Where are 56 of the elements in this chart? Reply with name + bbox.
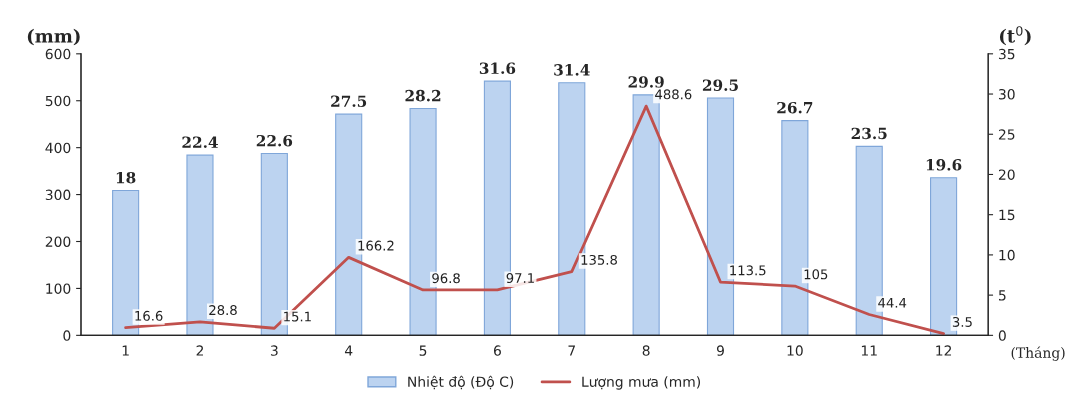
data-label: 31.4 bbox=[554, 64, 590, 76]
y-tick-label: 200 bbox=[45, 236, 71, 247]
data-label: 15.1 bbox=[284, 311, 311, 322]
data-label: 29.9 bbox=[628, 76, 664, 88]
data-label: 3.5 bbox=[952, 316, 972, 327]
y2-tick-label: 0 bbox=[998, 330, 1006, 341]
x-tick-label: 4 bbox=[344, 345, 353, 356]
y-tick-label: 600 bbox=[45, 48, 71, 60]
x-tick-label: 2 bbox=[196, 345, 203, 356]
y-tick-label: 300 bbox=[45, 189, 71, 201]
data-label: 166.2 bbox=[358, 240, 394, 251]
x-tick-label: 9 bbox=[716, 345, 724, 356]
x-tick-label: 8 bbox=[642, 345, 650, 356]
x-tick-label: 7 bbox=[568, 345, 576, 356]
y2-axis-title: (t$^{0}$) bbox=[999, 26, 1031, 46]
data-label: 19.6 bbox=[926, 159, 962, 171]
data-label: 22.4 bbox=[182, 136, 218, 149]
data-label: 27.5 bbox=[331, 95, 367, 108]
x-tick-label: 5 bbox=[419, 345, 427, 356]
x-tick-label: 12 bbox=[936, 345, 952, 356]
data-label: 31.6 bbox=[479, 62, 516, 75]
data-label: 16.6 bbox=[135, 310, 163, 321]
y2-tick-label: 20 bbox=[998, 169, 1015, 180]
y2-tick-label: 35 bbox=[998, 48, 1015, 60]
y2-tick-label: 15 bbox=[999, 209, 1015, 221]
data-label: 26.7 bbox=[777, 101, 813, 114]
x-tick-label: 11 bbox=[861, 345, 877, 356]
data-label: 113.5 bbox=[730, 265, 766, 276]
x-tick-label: 3 bbox=[270, 345, 278, 356]
y2-tick-label: 25 bbox=[998, 129, 1015, 140]
y2-tick-label: 10 bbox=[999, 249, 1015, 261]
y-tick-label: 500 bbox=[45, 95, 71, 107]
data-label: 22.6 bbox=[256, 134, 293, 147]
x-tick-label: 10 bbox=[787, 345, 803, 356]
y2-tick-label: 5 bbox=[998, 290, 1006, 301]
data-label: 44.4 bbox=[878, 297, 907, 308]
x-axis-title: (Tháng) bbox=[1011, 346, 1065, 361]
legend-label: Nhiệt độ (Độ C) bbox=[408, 375, 514, 390]
data-label: 97.1 bbox=[506, 273, 534, 284]
y-axis-title: (mm) bbox=[27, 28, 80, 46]
y2-tick-label: 30 bbox=[998, 89, 1015, 100]
data-label: 488.6 bbox=[655, 89, 692, 100]
data-label: 28.2 bbox=[405, 89, 441, 102]
legend-label: Lượng mưa (mm) bbox=[582, 376, 700, 390]
y-tick-label: 0 bbox=[63, 330, 71, 341]
data-label: 23.5 bbox=[851, 127, 887, 140]
y-tick-label: 100 bbox=[46, 283, 71, 294]
y-tick-label: 400 bbox=[45, 142, 71, 154]
data-label: 18 bbox=[116, 171, 136, 184]
x-tick-label: 1 bbox=[122, 345, 129, 356]
data-label: 96.8 bbox=[432, 273, 460, 284]
data-label: 135.8 bbox=[581, 254, 617, 265]
data-label: 29.5 bbox=[702, 79, 738, 91]
data-label: 28.8 bbox=[209, 305, 237, 316]
data-label: 105 bbox=[804, 269, 828, 280]
x-tick-label: 6 bbox=[493, 345, 501, 356]
